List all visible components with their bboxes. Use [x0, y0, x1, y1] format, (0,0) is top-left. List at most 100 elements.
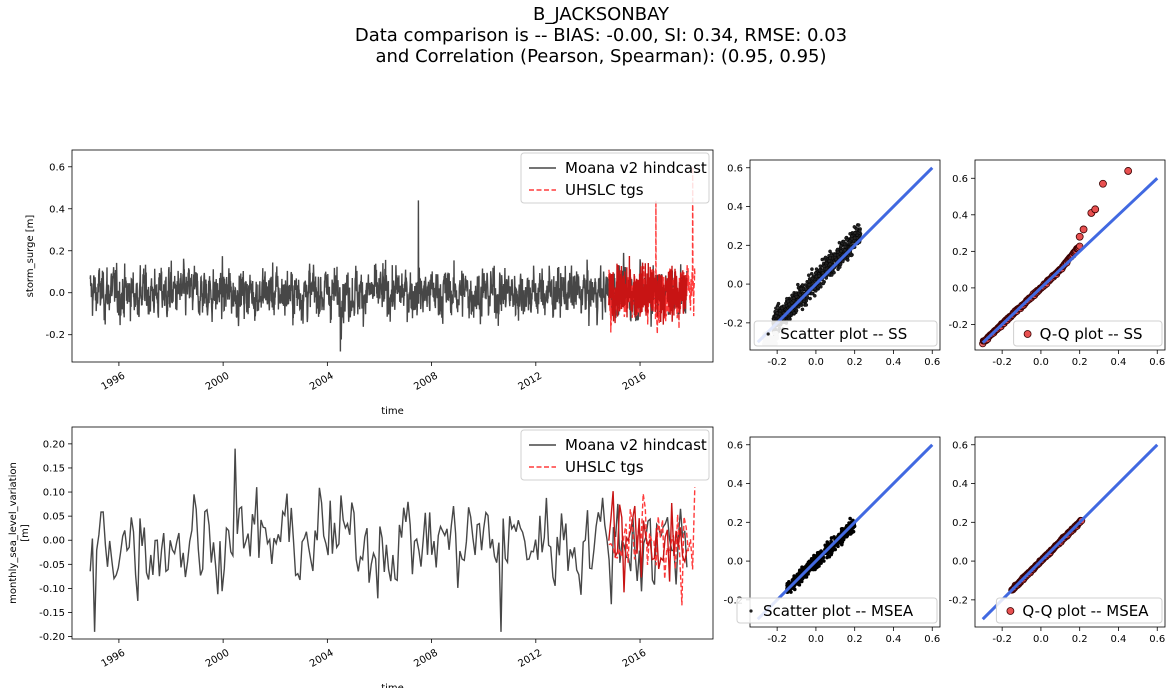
- x-tick-label: 0.2: [1072, 357, 1088, 368]
- legend-box: [1013, 320, 1163, 347]
- legend-label: Q-Q plot -- MSEA: [1022, 602, 1149, 620]
- scatter-point: [852, 225, 857, 229]
- legend-label-model: Moana v2 hindcast: [565, 436, 707, 454]
- x-axis-label: time: [381, 406, 404, 417]
- reference-line: [756, 443, 934, 621]
- x-tick-label: 2016: [621, 371, 649, 393]
- scatter-point: [800, 307, 805, 312]
- plot-area: [756, 443, 934, 621]
- scatter-point: [810, 267, 814, 271]
- scatter-point: [845, 258, 850, 262]
- y-tick-label: -0.2: [45, 330, 65, 341]
- qq-point-tail: [1075, 232, 1084, 241]
- y-tick-label: 0.4: [952, 479, 968, 490]
- scatter-point: [814, 267, 819, 271]
- x-tick-label: -0.2: [992, 634, 1012, 645]
- y-tick-label: 0.6: [727, 163, 743, 174]
- scatter-point: [845, 238, 849, 242]
- axes-frame: [749, 436, 941, 628]
- series-line-model: [89, 448, 688, 632]
- scatter-point: [799, 286, 804, 291]
- legend-label-model: Moana v2 hindcast: [565, 159, 707, 177]
- y-tick-label: 0.0: [727, 280, 743, 291]
- scatter-point: [809, 271, 814, 276]
- legend-marker: [1023, 330, 1032, 338]
- scatter-point: [843, 244, 847, 249]
- scatter-point: [834, 257, 839, 262]
- plot-area: [89, 166, 696, 352]
- scatter-point: [839, 244, 843, 249]
- y-tick-label: 0.05: [43, 512, 65, 523]
- plot-area: [979, 167, 1159, 348]
- scatter-point: [841, 259, 845, 264]
- y-tick-label: 0.2: [952, 247, 968, 258]
- x-tick-label: 2012: [517, 648, 545, 670]
- title-station: B_JACKSONBAY: [532, 4, 670, 25]
- scatter-msea: -0.2 0.0 0.2 0.4 0.6 -0.2 0.0 0.2 0.4 0.6 Scatter …: [723, 436, 941, 645]
- qq-ss: -0.2 0.0 0.2 0.4 0.6 -0.2 0.0 0.2 0.4 0.6 Q-Q plot…: [948, 159, 1166, 368]
- x-tick-label: 2016: [621, 648, 649, 670]
- legend-label: Scatter plot -- MSEA: [763, 602, 914, 620]
- legend-box: [736, 597, 938, 624]
- scatter-point: [827, 554, 832, 559]
- reference-line: [981, 443, 1159, 621]
- scatter-point: [789, 590, 793, 594]
- y-tick-label: 0.4: [727, 479, 743, 490]
- y-tick-label: 0.0: [49, 288, 65, 299]
- x-tick-label: 0.0: [808, 357, 824, 368]
- scatter-point: [787, 580, 791, 584]
- x-axis-label: time: [381, 683, 404, 688]
- x-tick-label: 0.4: [886, 634, 902, 645]
- scatter-point: [797, 583, 802, 587]
- axes-frame: [749, 159, 941, 351]
- scatter-point: [813, 567, 817, 572]
- y-tick-label: 0.6: [952, 440, 968, 451]
- series-line-overlap: [608, 491, 688, 593]
- scatter-point: [852, 236, 857, 241]
- figure-title: B_JACKSONBAY Data comparison is -- BIAS:…: [0, 4, 1172, 67]
- y-tick-label: 0.6: [49, 162, 65, 173]
- x-tick-label: 1996: [100, 371, 128, 393]
- legend-box: [995, 597, 1163, 624]
- y-tick-label: -0.05: [39, 560, 65, 571]
- axes-frame: [974, 436, 1166, 628]
- y-tick-label: 0.4: [727, 202, 743, 213]
- scatter-point: [794, 308, 799, 313]
- y-tick-label: 0.0: [952, 557, 968, 568]
- scatter-point: [790, 293, 794, 298]
- scatter-point: [821, 281, 826, 286]
- y-tick-label: -0.15: [39, 608, 65, 619]
- x-tick-label: 2004: [308, 371, 336, 393]
- scatter-point: [775, 311, 779, 315]
- scatter-point: [812, 293, 817, 298]
- reference-line: [981, 177, 1159, 344]
- y-tick-label: 0.6: [952, 174, 968, 185]
- x-tick-label: 2004: [308, 648, 336, 670]
- scatter-point: [829, 550, 834, 555]
- legend-box: [520, 429, 710, 481]
- y-tick-label: 0.0: [952, 283, 968, 294]
- plot-area: [981, 443, 1159, 621]
- scatter-point: [798, 293, 803, 297]
- x-tick-label: 2000: [204, 648, 232, 670]
- x-tick-label: 0.2: [847, 634, 863, 645]
- legend-box: [520, 152, 710, 204]
- y-tick-label: 0.15: [43, 463, 65, 474]
- x-tick-label: 0.6: [924, 634, 940, 645]
- scatter-point: [821, 271, 825, 275]
- timeseries-storm-surge: -0.2 0.0 0.2 0.4 0.6 1996 2000 2004 2008 2012 2016…: [25, 149, 714, 417]
- scatter-point: [776, 301, 781, 306]
- x-tick-label: 2012: [517, 371, 545, 393]
- x-tick-label: 0.4: [1111, 634, 1127, 645]
- y-tick-label: 0.20: [43, 439, 65, 450]
- y-tick-label: -0.2: [948, 320, 968, 331]
- scatter-point: [812, 554, 816, 559]
- scatter-point: [839, 249, 843, 254]
- scatter-point: [837, 255, 841, 260]
- scatter-point: [817, 274, 821, 278]
- x-tick-label: 2000: [204, 371, 232, 393]
- scatter-point: [856, 223, 861, 227]
- scatter-point: [849, 253, 854, 258]
- axes-frame: [974, 159, 1166, 351]
